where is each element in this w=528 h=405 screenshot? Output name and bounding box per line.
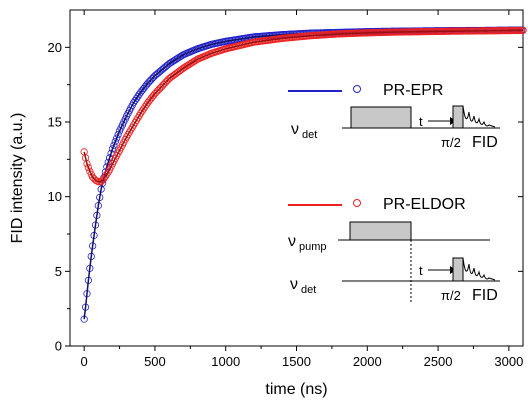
nu-det-label-2: ν xyxy=(290,276,298,293)
y-axis-title: FID intensity (a.u.) xyxy=(9,113,26,244)
legend: PR-EPR PR-ELDOR xyxy=(288,82,466,213)
pump-pulse xyxy=(349,221,412,241)
fid-label: FID xyxy=(472,134,498,151)
fid-signal-2 xyxy=(462,257,496,281)
x-tick-label: 1500 xyxy=(282,354,311,369)
data-point xyxy=(84,163,93,172)
legend-marker-pr-eldor xyxy=(353,199,361,207)
pulse-sequence-pr-epr: ν det t π/2 FID xyxy=(291,105,500,151)
pulse-sequence-pr-eldor: ν pump ν det t π/2 FID xyxy=(288,221,500,304)
legend-label-pr-epr: PR-EPR xyxy=(383,82,443,99)
nu-pump-label: ν xyxy=(288,233,296,250)
pi-half-pulse xyxy=(452,105,464,129)
nu-det-subscript-2: det xyxy=(301,284,316,296)
nu-det-subscript: det xyxy=(302,129,317,141)
x-tick-label: 3000 xyxy=(494,354,523,369)
y-tick-label: 10 xyxy=(48,189,62,204)
t-label: t xyxy=(419,114,423,129)
y-tick-label: 5 xyxy=(55,264,62,279)
series-pr-eldor xyxy=(80,26,527,186)
x-tick-label: 0 xyxy=(81,354,88,369)
pi-half-label-2: π/2 xyxy=(441,288,461,303)
legend-marker-pr-epr xyxy=(353,85,361,93)
t-label-2: t xyxy=(419,263,423,278)
x-axis-title: time (ns) xyxy=(265,381,327,398)
nu-pump-subscript: pump xyxy=(299,241,327,253)
fid-signal xyxy=(462,105,496,128)
legend-label-pr-eldor: PR-ELDOR xyxy=(383,196,466,213)
detection-pulse-long xyxy=(350,106,412,129)
y-tick-label: 0 xyxy=(55,339,62,354)
x-tick-label: 500 xyxy=(144,354,166,369)
y-tick-label: 15 xyxy=(48,115,62,130)
fid-label-2: FID xyxy=(472,287,498,304)
series-layer xyxy=(80,26,527,323)
nu-det-label: ν xyxy=(291,121,299,138)
pi-half-pulse-2 xyxy=(452,257,464,282)
x-tick-label: 2500 xyxy=(424,354,453,369)
y-tick-label: 20 xyxy=(48,40,62,55)
x-tick-label: 2000 xyxy=(353,354,382,369)
data-point xyxy=(113,134,121,142)
data-point xyxy=(108,145,117,153)
data-point xyxy=(111,138,119,146)
x-tick-label: 1000 xyxy=(211,354,240,369)
pi-half-label: π/2 xyxy=(441,135,461,150)
data-point xyxy=(110,141,118,149)
data-point xyxy=(114,130,122,139)
axes: 0 500 1000 1500 2000 2500 3000 0 5 10 15 20 xyxy=(48,10,523,369)
fit-line xyxy=(83,29,524,183)
